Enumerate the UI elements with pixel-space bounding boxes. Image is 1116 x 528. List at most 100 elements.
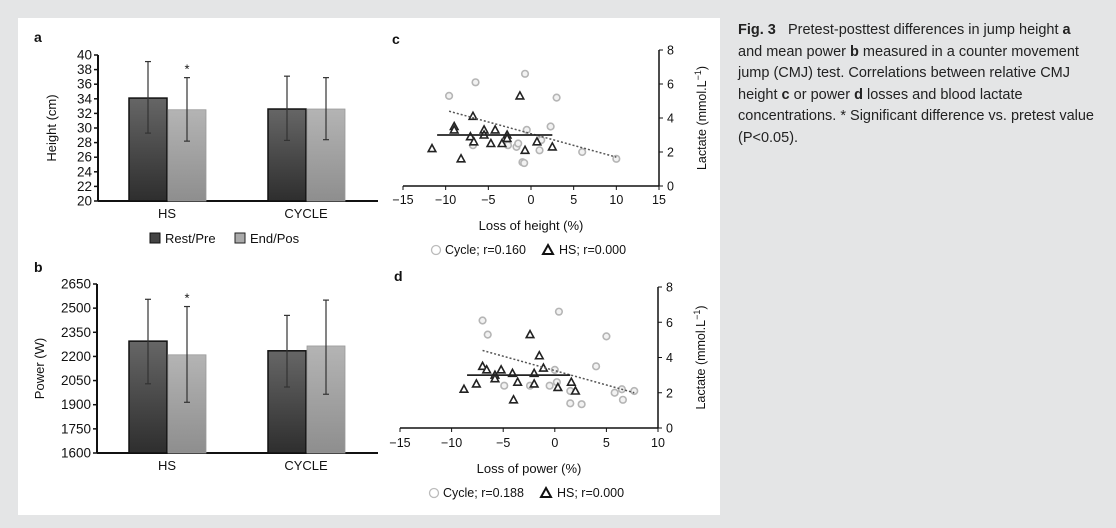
x-tick-label: CYCLE	[284, 206, 328, 221]
data-point-cycle	[500, 381, 509, 390]
y-tick-label: 28	[77, 135, 92, 150]
legend-icon-cycle	[428, 487, 440, 499]
y-tick-label: 36	[77, 77, 92, 92]
legend-swatch-post	[234, 232, 246, 244]
y-tick-label: 0	[666, 422, 673, 436]
data-point-cycle	[618, 395, 628, 404]
x-axis-label: Loss of height (%)	[479, 218, 584, 233]
data-point-cycle	[610, 388, 619, 397]
y-tick-label: 30	[77, 121, 92, 136]
significance-marker: *	[184, 62, 189, 77]
y-tick-label: 34	[77, 91, 93, 106]
x-tick-label: CYCLE	[284, 458, 328, 473]
y-tick-label: 24	[77, 164, 93, 179]
data-point-cycle	[566, 399, 575, 408]
y-axis-label: Lactate (mmol.L−1)	[692, 305, 708, 409]
x-tick-label: 0	[551, 436, 558, 450]
caption-segment: or power	[789, 86, 855, 103]
x-tick-label: −15	[389, 436, 410, 450]
panel-label: d	[394, 268, 403, 284]
legend-label-cycle: Cycle; r=0.160	[445, 243, 526, 257]
x-tick-label: 5	[570, 193, 577, 207]
y-tick-label: 6	[666, 316, 673, 330]
data-point-hs	[519, 144, 531, 155]
caption-segment: losses and blood lactate concentrations.…	[738, 86, 1094, 146]
x-tick-label: 10	[609, 193, 623, 207]
legend-icon-cycle	[430, 244, 442, 256]
data-point-cycle	[552, 93, 561, 102]
legend-label-hs: HS; r=0.000	[557, 486, 624, 500]
data-point-cycle	[545, 381, 554, 390]
y-axis-label: Lactate (mmol.L−1)	[693, 66, 709, 170]
data-point-hs	[512, 376, 523, 386]
y-tick-label: 8	[666, 281, 673, 295]
panel-label: b	[34, 259, 43, 275]
legend-label-post: End/Pos	[250, 231, 300, 246]
legend-label-hs: HS; r=0.000	[559, 243, 626, 257]
significance-marker: *	[184, 291, 189, 306]
data-point-cycle	[577, 400, 586, 409]
y-tick-label: 2	[667, 146, 674, 160]
y-tick-label: 4	[666, 351, 673, 365]
data-point-cycle	[612, 154, 621, 163]
caption-segment: measured in a counter movement jump (CMJ…	[738, 43, 1079, 103]
panel-label: a	[34, 29, 42, 45]
y-tick-label: 2350	[61, 325, 91, 340]
data-point-hs	[531, 136, 543, 146]
data-point-cycle	[554, 307, 564, 316]
y-axis-label-end: )	[695, 66, 709, 70]
y-axis-label-sup: −1	[693, 70, 703, 80]
data-point-hs	[458, 383, 470, 394]
data-point-hs	[508, 394, 519, 404]
y-tick-label: 2500	[61, 301, 91, 316]
data-point-hs	[570, 385, 581, 395]
legend-label-cycle: Cycle; r=0.188	[443, 486, 524, 500]
y-tick-label: 2650	[61, 277, 91, 292]
y-tick-label: 32	[77, 106, 92, 121]
y-tick-label: 40	[77, 48, 92, 63]
data-point-cycle	[514, 139, 523, 148]
x-tick-label: −10	[435, 193, 456, 207]
y-tick-label: 1900	[61, 397, 91, 412]
data-point-hs	[566, 376, 577, 386]
trend-line-cycle	[448, 110, 617, 158]
data-point-hs	[471, 378, 482, 388]
caption-text: Pretest-posttest differences in jump hei…	[738, 22, 1094, 146]
y-tick-label: 20	[77, 194, 92, 209]
data-point-hs	[524, 328, 536, 339]
data-point-hs	[468, 136, 479, 146]
data-point-hs	[547, 141, 558, 151]
data-point-hs	[489, 372, 501, 383]
y-tick-label: 4	[667, 112, 674, 126]
x-axis-label: Loss of power (%)	[477, 461, 582, 476]
data-point-hs	[534, 350, 545, 360]
y-tick-label: 26	[77, 150, 92, 165]
legend-icon-hs	[539, 485, 553, 498]
x-tick-label: 10	[651, 436, 665, 450]
legend-icon-hs	[541, 242, 555, 255]
caption-panel-ref: b	[850, 43, 859, 60]
x-tick-label: 15	[652, 193, 666, 207]
data-point-hs	[552, 381, 564, 392]
y-tick-label: 8	[667, 44, 674, 58]
y-tick-label: 1600	[61, 446, 91, 461]
caption-segment: and mean power	[738, 43, 851, 60]
panel-label: c	[392, 31, 400, 47]
caption-panel-ref: c	[781, 86, 790, 103]
y-axis-label-end: )	[694, 305, 708, 309]
data-point-cycle	[478, 316, 487, 325]
data-point-cycle	[602, 332, 611, 341]
data-point-cycle	[520, 158, 529, 168]
data-point-hs	[449, 124, 460, 134]
data-point-cycle	[546, 122, 555, 131]
y-tick-label: 1750	[61, 421, 91, 436]
data-point-hs	[490, 124, 501, 134]
data-point-cycle	[520, 69, 530, 78]
data-point-hs	[514, 90, 526, 100]
data-point-hs	[485, 137, 497, 148]
data-point-cycle	[591, 362, 601, 371]
x-tick-label: −15	[392, 193, 413, 207]
x-tick-label: −5	[496, 436, 510, 450]
caption-segment: Pretest-posttest differences in jump hei…	[787, 22, 1063, 38]
